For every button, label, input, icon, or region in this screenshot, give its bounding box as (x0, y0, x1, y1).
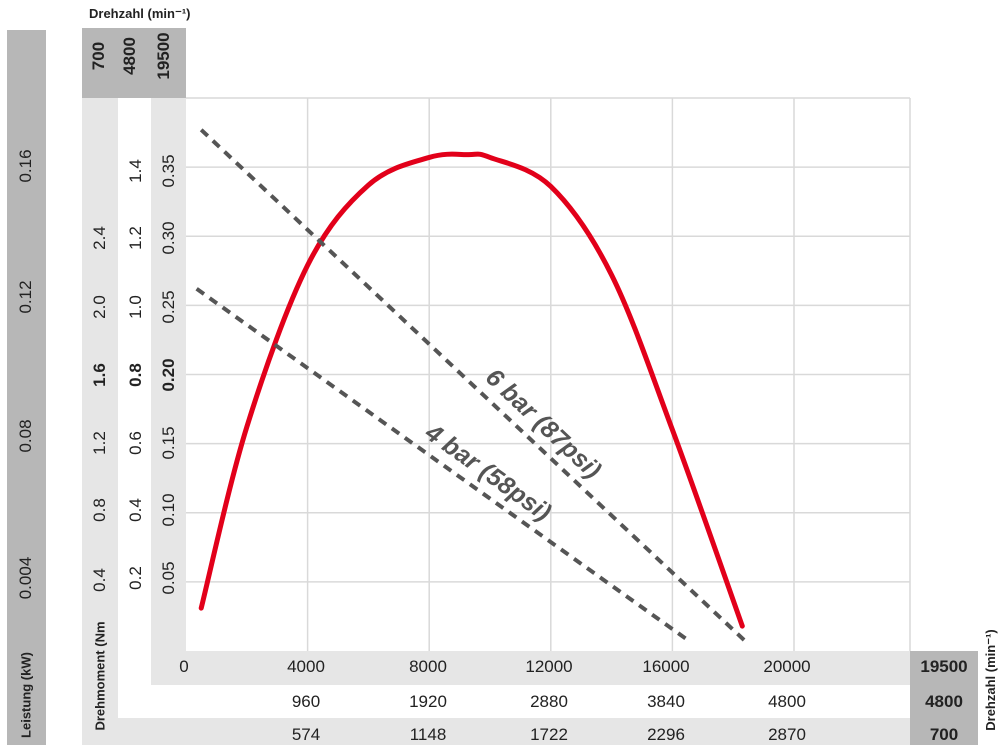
speed-4800-tick-4800: 4800 (768, 692, 806, 711)
power-axis-band (7, 30, 46, 745)
speed-700-tick-2870: 2870 (768, 725, 806, 744)
speed-band-19500 (151, 651, 910, 685)
power-curve (198, 151, 745, 629)
speed-19500-tick-0: 0 (179, 657, 189, 676)
speed-4800-tick-1920: 1920 (409, 692, 447, 711)
speed-4800-tick-3840: 3840 (647, 692, 685, 711)
speed-19500-tick-12000: 12000 (525, 657, 573, 676)
speed-4800-tick-2880: 2880 (530, 692, 568, 711)
top-speed-band (82, 28, 186, 98)
right-speed-700: 700 (929, 725, 959, 744)
speed-band-4800 (118, 685, 910, 718)
speed-19500-tick-20000: 20000 (763, 657, 811, 676)
right-speed-19500: 19500 (920, 657, 968, 676)
speed-19500-tick-16000: 16000 (642, 657, 690, 676)
torque-line (195, 287, 689, 642)
speed-19500-tick-8000: 8000 (409, 657, 447, 676)
top-axis-title: Drehzahl (min⁻¹) (89, 6, 191, 21)
right-speed-band (910, 651, 978, 745)
right-speed-4800: 4800 (925, 692, 963, 711)
speed-band-700 (118, 718, 910, 745)
speed-4800-tick-960: 960 (291, 692, 321, 711)
series-labels: 6 bar (87psi)4 bar (58psi) (419, 363, 606, 527)
grid-lines (186, 97, 911, 651)
speed-19500-tick-4000: 4000 (287, 657, 325, 676)
speed-700-tick-574: 574 (291, 725, 321, 744)
torque-line (199, 128, 750, 646)
speed-700-tick-1148: 1148 (409, 725, 447, 744)
speed-700-tick-2296: 2296 (647, 725, 685, 744)
speed-700-tick-1722: 1722 (530, 725, 568, 744)
torque-axis-band-inner (151, 98, 186, 685)
torque-axis-band-outer (82, 98, 118, 745)
series-layer (195, 128, 750, 646)
